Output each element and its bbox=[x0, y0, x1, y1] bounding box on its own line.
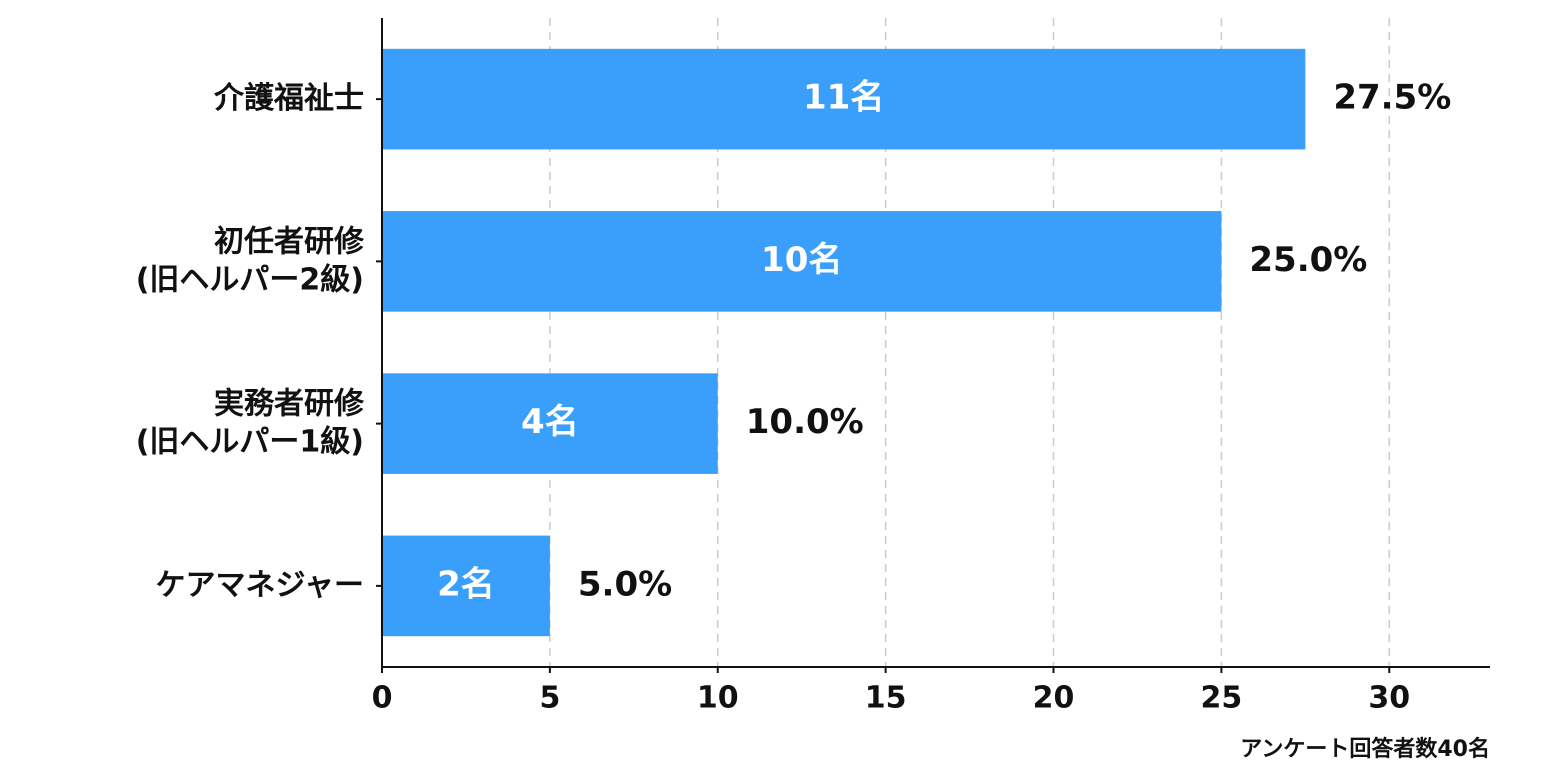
y-tick-label: 初任者研修(旧ヘルパー2級) bbox=[136, 224, 365, 297]
y-tick-label: ケアマネジャー bbox=[156, 567, 365, 602]
x-tick-label: 25 bbox=[1201, 681, 1243, 716]
value-label: 5.0% bbox=[578, 564, 672, 604]
bar-count-label: 2名 bbox=[437, 564, 495, 604]
x-tick-label: 10 bbox=[697, 681, 739, 716]
footnote: アンケート回答者数40名 bbox=[1240, 736, 1490, 762]
x-tick-label: 30 bbox=[1368, 681, 1410, 716]
x-tick-label: 20 bbox=[1033, 681, 1075, 716]
bar bbox=[382, 373, 718, 474]
bar-count-label: 4名 bbox=[521, 402, 579, 442]
bar-count-label: 10名 bbox=[761, 240, 842, 280]
x-tick-label: 0 bbox=[372, 681, 393, 716]
y-tick-label: 介護福祉士 bbox=[213, 81, 364, 116]
bar bbox=[382, 211, 1222, 312]
bar bbox=[382, 535, 550, 637]
value-label: 27.5% bbox=[1333, 78, 1451, 118]
value-label: 10.0% bbox=[746, 402, 864, 442]
value-label: 25.0% bbox=[1249, 240, 1367, 280]
bar bbox=[382, 48, 1306, 150]
x-tick-label: 5 bbox=[539, 681, 560, 716]
bar-count-label: 11名 bbox=[803, 78, 884, 118]
x-tick-label: 15 bbox=[865, 681, 907, 716]
y-tick-label: 実務者研修(旧ヘルパー1級) bbox=[136, 386, 365, 459]
